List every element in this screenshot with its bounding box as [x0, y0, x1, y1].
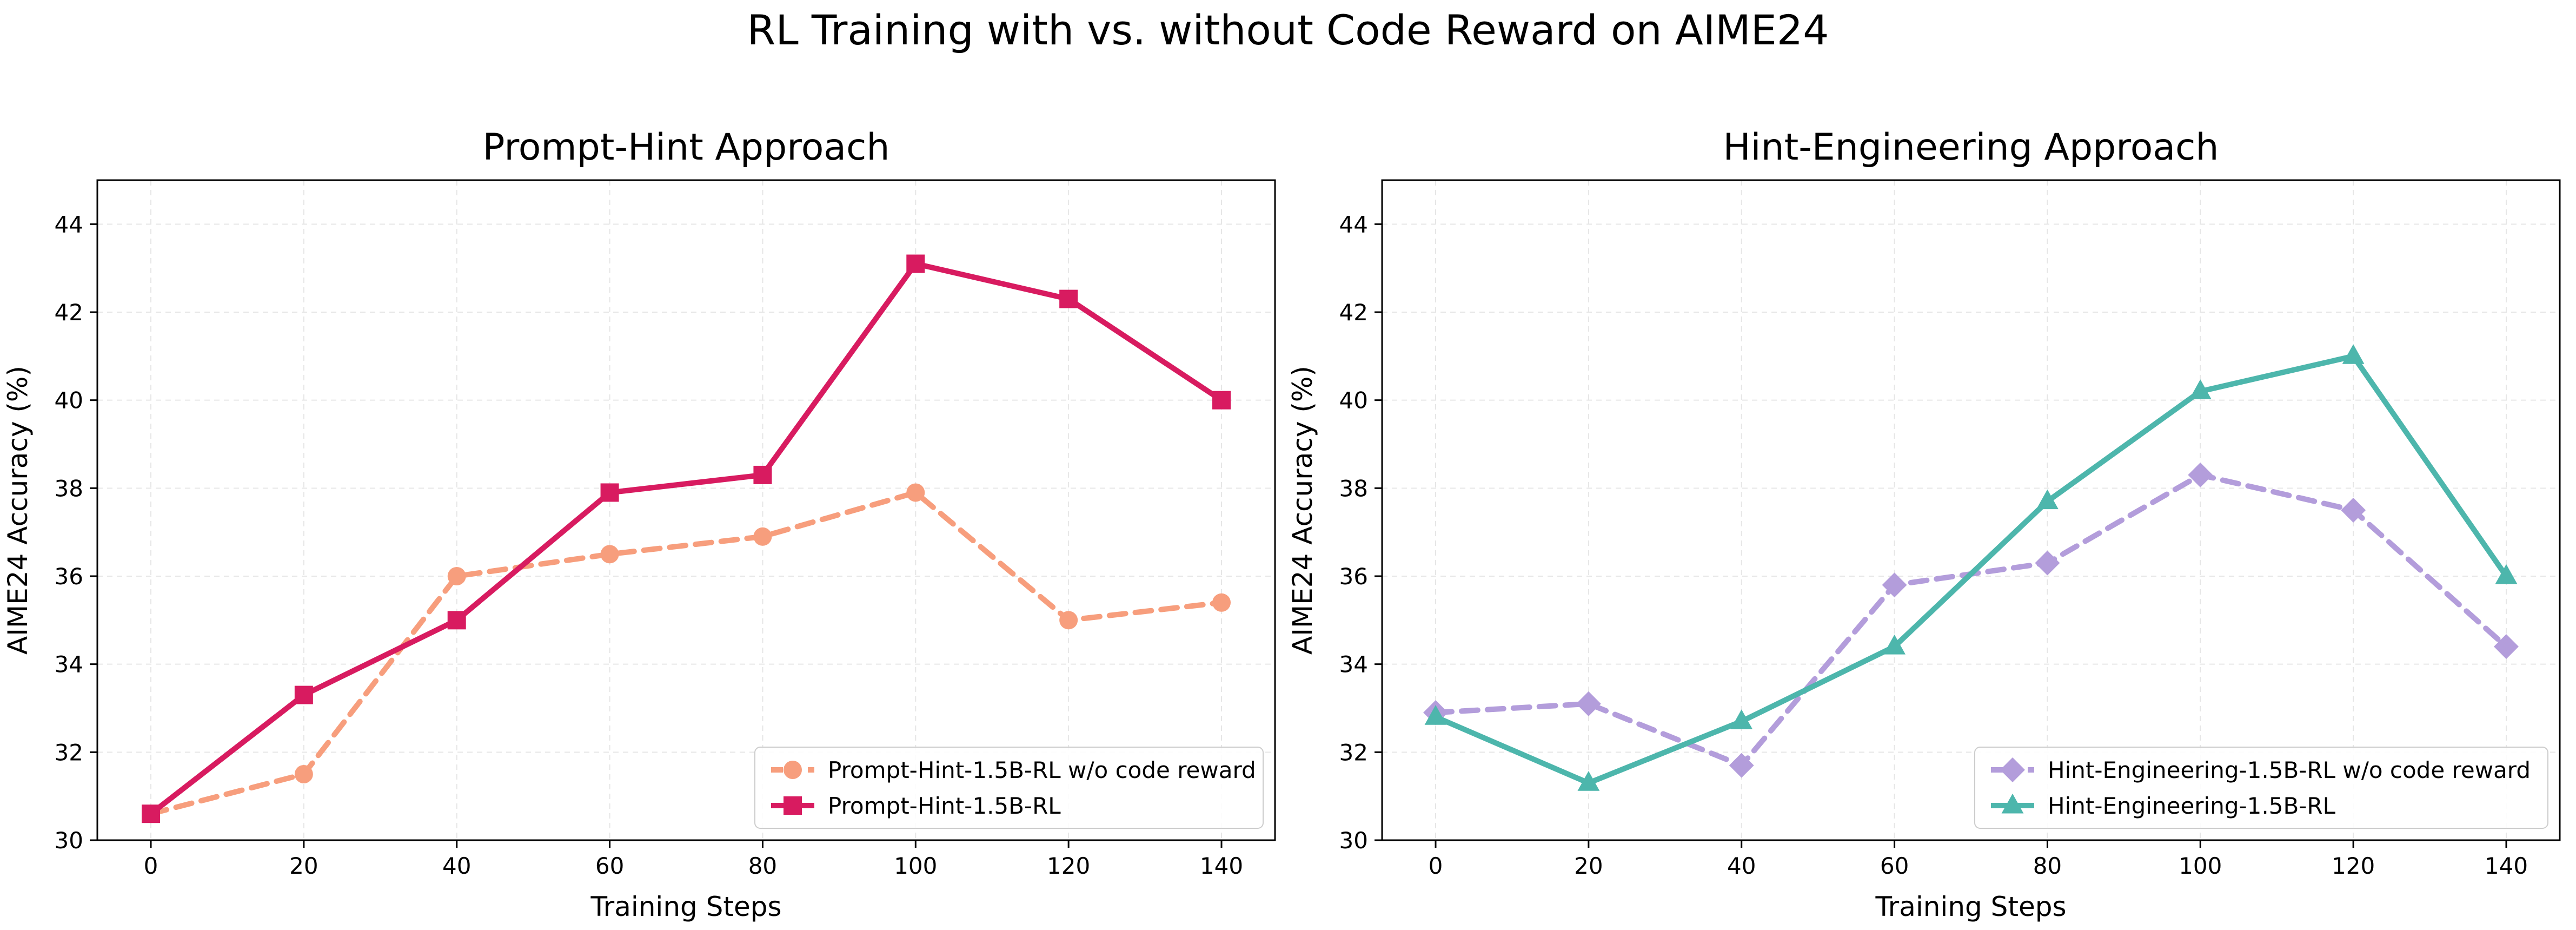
y-tick-label: 34	[1339, 651, 1368, 678]
legend-box	[754, 747, 1264, 829]
chart-panel-1: 0 20 40 60 80 100 120 140 30 32 34 36 38 40 42 44 Prompt…	[2, 126, 1276, 922]
data-point	[1882, 572, 1907, 598]
data-point	[600, 483, 619, 502]
x-tick-label: 40	[442, 853, 471, 879]
y-axis-label: AIME24 Accuracy (%)	[1287, 366, 1318, 655]
y-tick-label: 42	[1339, 299, 1368, 326]
series-line-1	[148, 490, 1224, 817]
chart-panel-2: 0 20 40 60 80 100 120 140 30 32 34 36 38 40 42 44 Hint-E…	[1287, 126, 2561, 922]
legend-label-1: Prompt-Hint-1.5B-RL w/o code reward	[828, 757, 1256, 783]
data-point	[2494, 634, 2519, 659]
series-line-2	[148, 261, 1224, 817]
data-point	[2036, 489, 2059, 510]
data-point	[1729, 753, 1754, 778]
data-point	[1576, 691, 1601, 716]
figure-title: RL Training with vs. without Code Reward…	[747, 6, 1829, 54]
legend-marker-1	[2000, 757, 2025, 782]
plot-frame	[96, 179, 1276, 841]
x-tick-label: 100	[2179, 853, 2222, 879]
y-tick-label: 40	[1339, 387, 1368, 414]
legend-label-2: Prompt-Hint-1.5B-RL	[828, 793, 1061, 819]
legend: Prompt-Hint-1.5B-RL w/o code reward Promp…	[754, 747, 1264, 829]
legend-marker-2	[784, 796, 802, 815]
data-point	[753, 465, 772, 484]
y-tick-label: 34	[55, 651, 83, 678]
legend: Hint-Engineering-1.5B-RL w/o code reward…	[1974, 747, 2548, 829]
series-line-1	[1433, 472, 2509, 768]
x-tick-label: 0	[144, 853, 158, 879]
y-tick-label: 32	[1339, 739, 1368, 766]
y-tick-label: 44	[1339, 211, 1368, 238]
x-tick-label: 20	[289, 853, 318, 879]
x-axis-label: Training Steps	[590, 891, 781, 922]
data-point	[1212, 391, 1231, 410]
legend-marker-1	[784, 761, 802, 779]
data-point	[447, 567, 466, 585]
y-tick-label: 44	[55, 211, 83, 238]
data-point	[1059, 289, 1078, 308]
data-point	[906, 483, 925, 502]
data-point	[294, 765, 313, 783]
x-tick-label: 120	[1047, 853, 1090, 879]
x-tick-label: 140	[2485, 853, 2528, 879]
data-point	[2035, 550, 2060, 576]
x-tick-label: 80	[2033, 853, 2062, 879]
data-point	[600, 545, 619, 564]
data-point	[2342, 344, 2365, 364]
data-point	[2341, 498, 2366, 523]
y-tick-label: 30	[1339, 827, 1368, 854]
data-point	[1059, 611, 1078, 630]
data-point	[2188, 462, 2213, 487]
panel-title: Prompt-Hint Approach	[483, 126, 890, 169]
data-point	[294, 685, 313, 704]
data-point	[1424, 705, 1447, 725]
legend-label-1: Hint-Engineering-1.5B-RL w/o code reward	[2048, 757, 2531, 783]
y-tick-label: 42	[55, 299, 83, 326]
x-tick-label: 0	[1429, 853, 1443, 879]
x-tick-label: 60	[1880, 853, 1909, 879]
data-point	[906, 254, 925, 273]
x-tick-label: 80	[748, 853, 777, 879]
y-tick-label: 38	[1339, 475, 1368, 502]
data-point	[1577, 771, 1600, 791]
panel-title: Hint-Engineering Approach	[1723, 126, 2219, 169]
x-axis-label: Training Steps	[1875, 891, 2066, 922]
data-point	[1730, 709, 1753, 729]
data-point	[447, 611, 466, 630]
x-tick-label: 140	[1200, 853, 1243, 879]
y-tick-label: 36	[1339, 563, 1368, 590]
x-tick-label: 100	[894, 853, 937, 879]
data-point	[1883, 635, 1906, 655]
data-point	[1212, 593, 1231, 612]
y-axis-label: AIME24 Accuracy (%)	[2, 366, 34, 655]
x-tick-label: 120	[2332, 853, 2375, 879]
data-point	[2189, 379, 2212, 399]
x-tick-label: 40	[1727, 853, 1756, 879]
y-tick-label: 38	[55, 475, 83, 502]
data-point	[142, 804, 160, 823]
series-line-2	[1433, 353, 2509, 786]
legend-marker-2	[2001, 793, 2024, 814]
y-tick-label: 40	[55, 387, 83, 414]
x-tick-label: 60	[595, 853, 624, 879]
y-tick-label: 36	[55, 563, 83, 590]
y-tick-label: 30	[55, 827, 83, 854]
legend-box	[1974, 747, 2548, 829]
y-tick-label: 32	[55, 739, 83, 766]
x-tick-label: 20	[1574, 853, 1603, 879]
data-point	[753, 527, 772, 546]
legend-label-2: Hint-Engineering-1.5B-RL	[2048, 793, 2336, 819]
plot-frame	[1381, 179, 2561, 841]
data-point	[2495, 564, 2518, 584]
